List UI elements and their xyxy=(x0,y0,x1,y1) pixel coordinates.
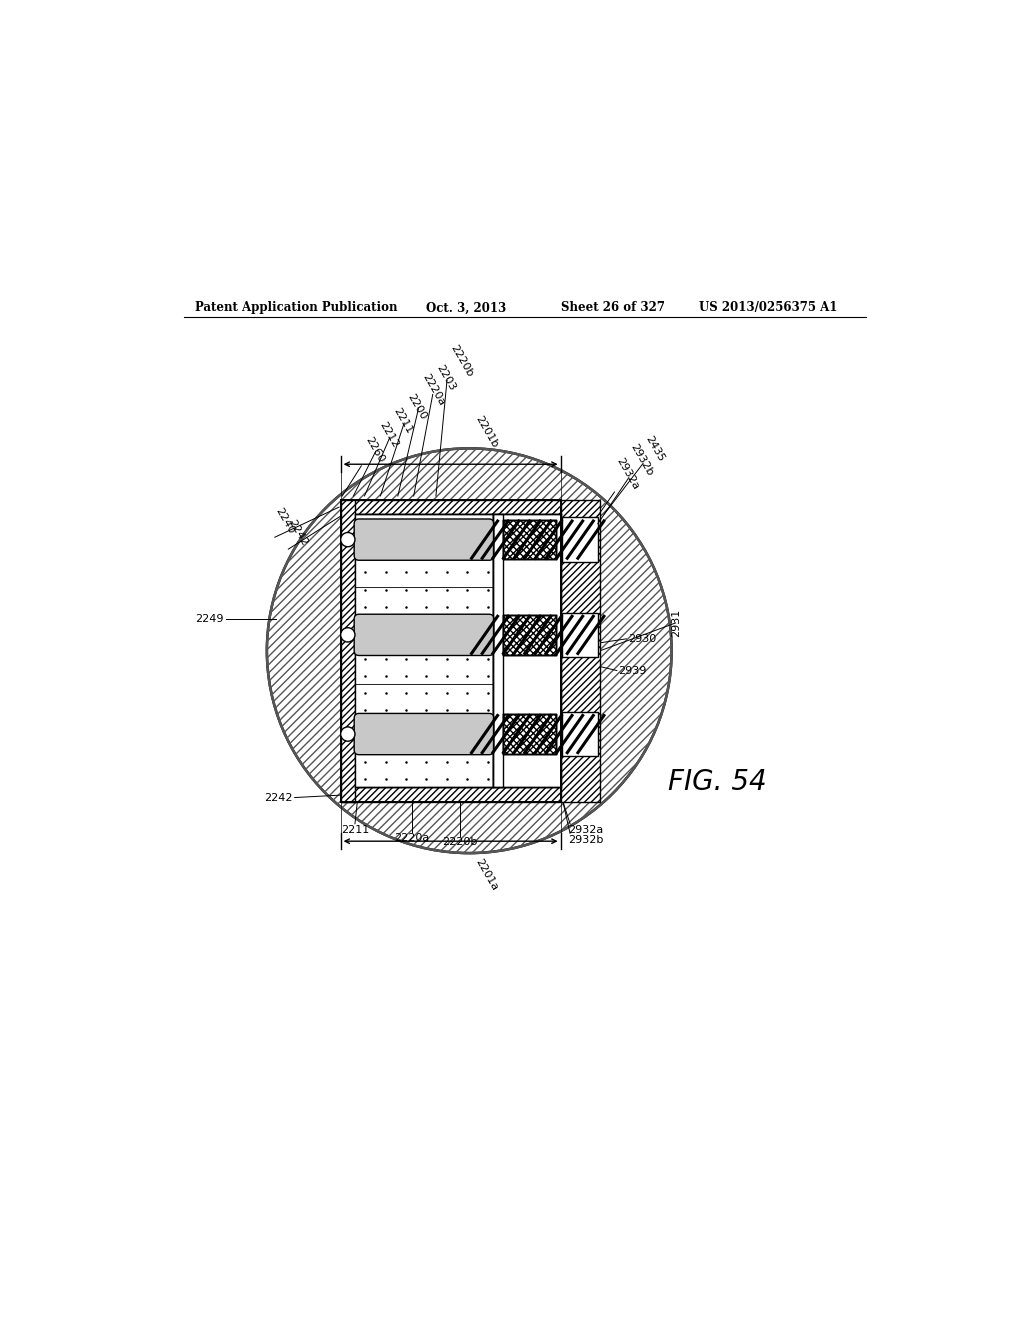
Text: 2932b: 2932b xyxy=(568,834,604,845)
Circle shape xyxy=(341,727,355,742)
Bar xyxy=(341,500,355,801)
Bar xyxy=(494,515,503,787)
Text: 2203: 2203 xyxy=(434,363,457,393)
Bar xyxy=(503,714,556,754)
Text: 2240: 2240 xyxy=(273,506,296,536)
Text: 2932b: 2932b xyxy=(629,442,655,478)
Text: 2201b: 2201b xyxy=(473,414,500,450)
Bar xyxy=(503,615,556,655)
Bar xyxy=(341,787,560,801)
Text: 2435: 2435 xyxy=(643,434,666,463)
Text: 2200: 2200 xyxy=(406,392,429,421)
FancyBboxPatch shape xyxy=(354,519,494,560)
Text: 2932a: 2932a xyxy=(614,457,641,492)
Bar xyxy=(503,520,556,560)
Bar xyxy=(341,500,560,801)
Bar xyxy=(562,711,598,756)
Text: 2211: 2211 xyxy=(341,825,369,836)
FancyBboxPatch shape xyxy=(354,614,494,656)
Bar xyxy=(341,500,560,515)
Bar xyxy=(503,615,556,655)
Text: 2220a: 2220a xyxy=(394,833,430,843)
Text: US 2013/0256375 A1: US 2013/0256375 A1 xyxy=(699,301,838,314)
Text: Oct. 3, 2013: Oct. 3, 2013 xyxy=(426,301,506,314)
Bar xyxy=(560,500,600,801)
Text: 2931: 2931 xyxy=(672,609,682,638)
Circle shape xyxy=(267,449,672,853)
Bar xyxy=(562,612,598,657)
Text: 2930: 2930 xyxy=(628,634,656,644)
Text: 2212: 2212 xyxy=(377,420,400,450)
Text: 2201a: 2201a xyxy=(473,857,500,892)
Text: 2220b: 2220b xyxy=(442,837,477,847)
Bar xyxy=(355,515,494,787)
Text: Patent Application Publication: Patent Application Publication xyxy=(196,301,398,314)
FancyBboxPatch shape xyxy=(354,713,494,755)
Text: FIG. 54: FIG. 54 xyxy=(668,768,766,796)
Bar xyxy=(503,520,556,560)
Text: 2249: 2249 xyxy=(195,614,223,624)
Text: 2220b: 2220b xyxy=(449,343,475,379)
Text: 2242: 2242 xyxy=(264,792,293,803)
Text: 2220a: 2220a xyxy=(420,371,446,407)
Bar xyxy=(494,515,560,787)
Text: 2260: 2260 xyxy=(362,434,386,465)
Circle shape xyxy=(341,628,355,642)
Text: 2242: 2242 xyxy=(287,517,309,548)
Text: 2939: 2939 xyxy=(618,665,647,676)
Bar xyxy=(562,517,598,562)
Text: Sheet 26 of 327: Sheet 26 of 327 xyxy=(560,301,665,314)
Text: 2211: 2211 xyxy=(391,407,415,436)
Circle shape xyxy=(341,532,355,546)
Bar xyxy=(503,714,556,754)
Text: 2932a: 2932a xyxy=(568,825,604,836)
